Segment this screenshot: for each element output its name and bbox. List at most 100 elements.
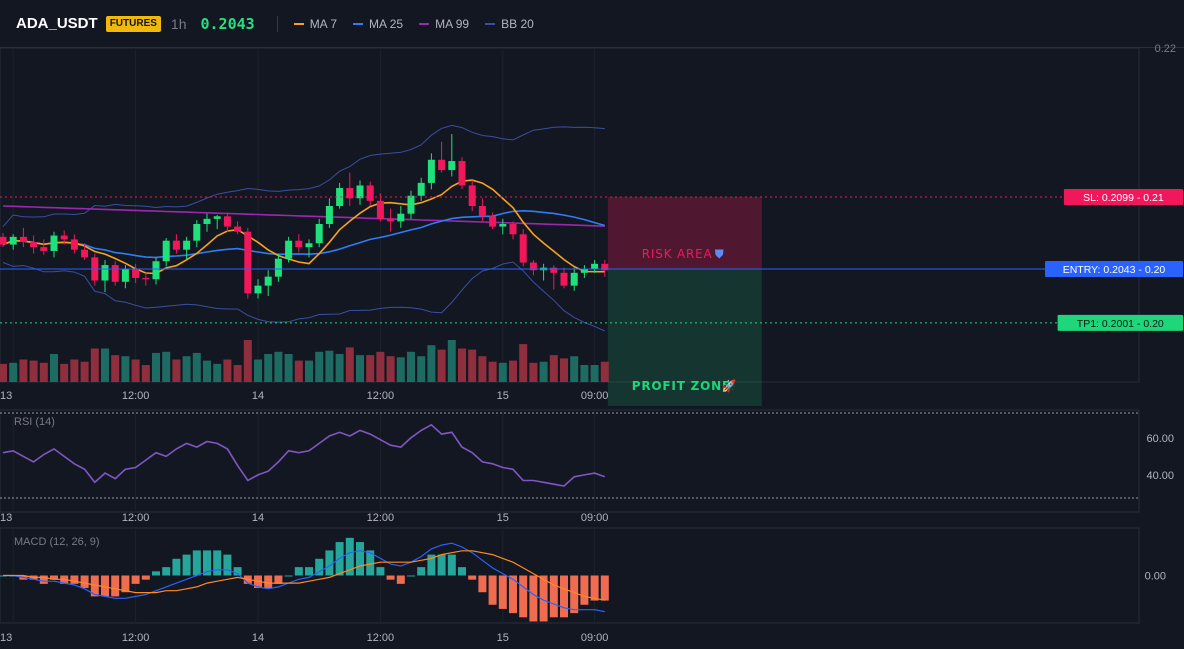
volume-bar (570, 356, 579, 382)
volume-bar (131, 359, 140, 382)
legend-bb20[interactable]: BB 20 (485, 17, 534, 31)
volume-bar (447, 340, 456, 382)
candle-body (468, 185, 476, 207)
candle-body (376, 200, 384, 219)
profit-zone-label: PROFIT ZONE (632, 379, 731, 393)
macd-histogram-bar (192, 550, 201, 576)
macd-histogram-bar (39, 575, 48, 584)
candlesticks (0, 134, 609, 299)
volume-bar (468, 349, 477, 382)
volume-bar (203, 360, 211, 382)
candle-body (60, 235, 68, 240)
legend-ma7-label: MA 7 (309, 16, 338, 31)
profit-zone-box (607, 268, 762, 406)
volume-bar (498, 362, 507, 382)
ma99-line (2, 205, 605, 227)
candle-body (499, 223, 507, 227)
macd-histogram-bar (274, 575, 283, 584)
volume-bar (172, 359, 181, 382)
volume-bar (223, 359, 232, 382)
candle-body (427, 159, 435, 183)
macd-histogram-bar (111, 575, 120, 597)
volume-bar (417, 356, 426, 382)
candle-body (601, 263, 609, 271)
volume-bar (366, 355, 375, 382)
candle-body (438, 159, 446, 171)
macd-histogram-bar (152, 571, 160, 576)
macd-histogram-bar (458, 567, 466, 576)
ma7-line (2, 179, 605, 275)
candle-body (172, 240, 180, 250)
volume-bar (437, 349, 446, 382)
volume-bar (19, 359, 28, 382)
candle-body (121, 268, 129, 282)
rsi-pane: RSI (14) 60.00 40.00 (0, 412, 1174, 499)
time-axis-label: 15 (497, 390, 509, 402)
candle-body (9, 236, 17, 245)
volume-bar (111, 355, 120, 382)
candle-body (550, 267, 558, 273)
time-axis-label: 12:00 (122, 512, 150, 524)
time-axis-label: 15 (497, 632, 509, 644)
tp1-label-bg (1057, 314, 1183, 331)
candle-body (417, 182, 425, 196)
macd-histogram-bar (580, 575, 589, 605)
macd-pane: MACD (12, 26, 9) 0.00 (0, 536, 1166, 622)
volume-bar (254, 359, 262, 382)
macd-histogram-bar (172, 558, 181, 576)
price-levels: SL: 0.2099 - 0.21 ENTRY: 0.2043 - 0.20 TP1… (0, 189, 1183, 331)
timeframe-label[interactable]: 1h (170, 15, 187, 32)
candle-body (0, 236, 7, 245)
macd-histogram-bar (50, 575, 58, 580)
chart-header: ADA_USDT FUTURES 1h 0.2043 MA 7 MA 25 MA… (0, 0, 1184, 48)
candle-body (203, 218, 211, 224)
macd-histogram-bar (356, 542, 364, 576)
bb-lower-line (2, 261, 606, 332)
main-pane-frame (0, 47, 1140, 383)
volume-bar (325, 350, 334, 382)
macd-histogram-bar (70, 575, 79, 584)
volume-bar (478, 356, 487, 382)
candle-body (325, 206, 333, 224)
time-axis-label: 14 (252, 390, 264, 402)
symbol-name[interactable]: ADA_USDT (16, 15, 98, 32)
entry-label: ENTRY: 0.2043 - 0.20 (1063, 264, 1166, 276)
candle-body (132, 268, 140, 278)
macd-histogram-bar (80, 575, 89, 589)
macd-histogram-bar (529, 575, 538, 622)
volume-bar (407, 351, 415, 382)
header-divider (276, 15, 278, 32)
bb-upper-line (2, 124, 605, 227)
candle-body (397, 213, 405, 222)
macd-histogram-bar (101, 575, 109, 597)
candle-body (580, 268, 588, 273)
candle-body (223, 216, 231, 227)
entry-label-bg (1045, 260, 1183, 277)
macd-histogram-bar (488, 575, 497, 605)
candle-body (264, 276, 272, 286)
volume-bar (141, 365, 150, 382)
volume-bar (305, 360, 313, 382)
macd-histogram-bar (345, 537, 354, 576)
candle-body (478, 206, 486, 217)
legend-ma25[interactable]: MA 25 (353, 17, 403, 31)
volume-bar (519, 344, 528, 382)
legend-ma7[interactable]: MA 7 (293, 16, 338, 31)
candle-body (366, 185, 374, 201)
volume-bar (427, 345, 436, 382)
macd-histogram-bar (519, 575, 528, 618)
macd-histogram-bar (182, 554, 191, 576)
rsi-title: RSI (14) (14, 416, 55, 428)
volume-bar (335, 354, 344, 382)
risk-area-box (607, 197, 762, 269)
time-axis-label: 13 (0, 512, 12, 524)
macd-histogram-bar (560, 575, 568, 618)
time-axis-label: 09:00 (581, 512, 609, 524)
macd-title: MACD (12, 26, 9) (14, 536, 100, 548)
macd-histogram-bar (315, 558, 324, 576)
legend-bb20-label: BB 20 (501, 16, 534, 31)
time-axis-label: 13 (0, 632, 12, 644)
candle-body (356, 185, 364, 199)
legend-ma99[interactable]: MA 99 (419, 17, 469, 31)
